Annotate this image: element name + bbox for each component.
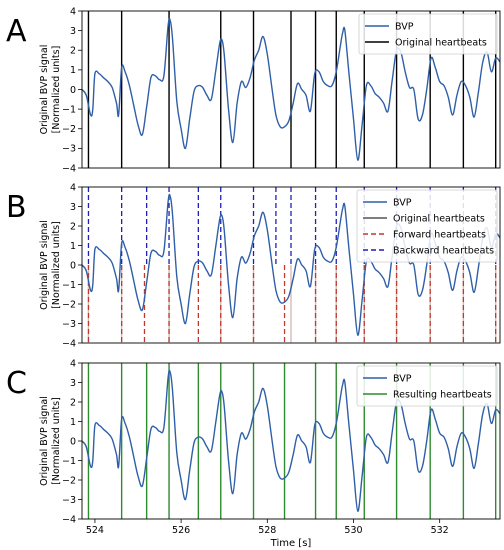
y-axis-label: [Normalized units] [51, 46, 62, 134]
y-tick-label: 1 [70, 65, 76, 76]
y-axis-label: [Normalized units] [51, 221, 62, 309]
y-tick-label: 4 [70, 6, 76, 17]
y-tick-label: −3 [62, 495, 76, 506]
legend-entry: Forward heartbeats [393, 229, 486, 240]
y-tick-label: −1 [62, 280, 76, 291]
y-tick-label: 0 [70, 436, 76, 447]
legend-box [356, 189, 498, 263]
y-tick-label: 1 [70, 417, 76, 428]
y-tick-label: −2 [62, 124, 76, 135]
y-tick-label: 4 [70, 182, 76, 193]
y-tick-label: 3 [70, 202, 76, 213]
y-tick-label: 3 [70, 378, 76, 389]
legend: BVP Original heartbeats Forward heartbeats… [356, 189, 498, 263]
legend: BVP Original heartbeats [358, 13, 498, 55]
legend-box [358, 13, 498, 55]
y-tick-label: −3 [62, 144, 76, 155]
legend-entry: Backward heartbeats [393, 245, 494, 256]
panel-letter: B [6, 190, 27, 225]
y-tick-label: −1 [62, 104, 76, 115]
y-tick-label: −2 [62, 299, 76, 310]
y-tick-label: −4 [62, 338, 76, 349]
x-tick-label: 528 [258, 525, 276, 536]
panel-b: −4 −3 −2 −1 0 1 2 3 4 Original BVP signal [Normali… [6, 182, 501, 349]
bvp-line [82, 369, 500, 512]
y-tick-label: 2 [70, 46, 76, 57]
y-axis-label: Original BVP signal [39, 220, 50, 310]
x-tick-label: 526 [172, 525, 190, 536]
legend-entry: BVP [395, 21, 414, 32]
legend-entry: BVP [393, 197, 412, 208]
y-tick-label: −2 [62, 475, 76, 486]
y-tick-label: 3 [70, 26, 76, 37]
panel-c: −4 −3 −2 −1 0 1 2 3 4 524 526 528 530 532 Original BVP… [6, 358, 501, 549]
x-tick-label: 532 [431, 525, 449, 536]
y-axis-label: Original BVP signal [39, 396, 50, 486]
panel-a: −4 −3 −2 −1 0 1 2 3 4 Original BVP signal [Normali… [6, 6, 501, 174]
x-axis-label: Time [s] [270, 538, 312, 549]
y-tick-label: 2 [70, 221, 76, 232]
y-axis-label: [Normalized units] [51, 397, 62, 485]
y-tick-label: 1 [70, 241, 76, 252]
y-tick-label: −1 [62, 456, 76, 467]
y-tick-label: 2 [70, 397, 76, 408]
legend-entry: Original heartbeats [395, 37, 487, 48]
bvp-line [82, 17, 500, 161]
y-tick-label: 0 [70, 260, 76, 271]
y-axis-label: Original BVP signal [39, 45, 50, 135]
x-tick-label: 530 [344, 525, 362, 536]
series-forward-heartbeats [87, 265, 497, 343]
y-tick-label: −4 [62, 514, 76, 525]
y-tick-label: 4 [70, 358, 76, 369]
legend-box [356, 365, 498, 407]
legend-entry: BVP [393, 373, 412, 384]
legend-entry: Original heartbeats [393, 213, 485, 224]
legend: BVP Resulting heartbeats [356, 365, 498, 407]
panel-letter: A [6, 14, 27, 49]
y-tick-label: −4 [62, 163, 76, 174]
x-tick-label: 524 [86, 525, 104, 536]
series-original-heartbeats [87, 265, 497, 343]
legend-entry: Resulting heartbeats [393, 389, 492, 400]
panel-letter: C [6, 366, 27, 401]
bvp-line [82, 193, 500, 336]
y-tick-label: −3 [62, 319, 76, 330]
y-tick-label: 0 [70, 85, 76, 96]
